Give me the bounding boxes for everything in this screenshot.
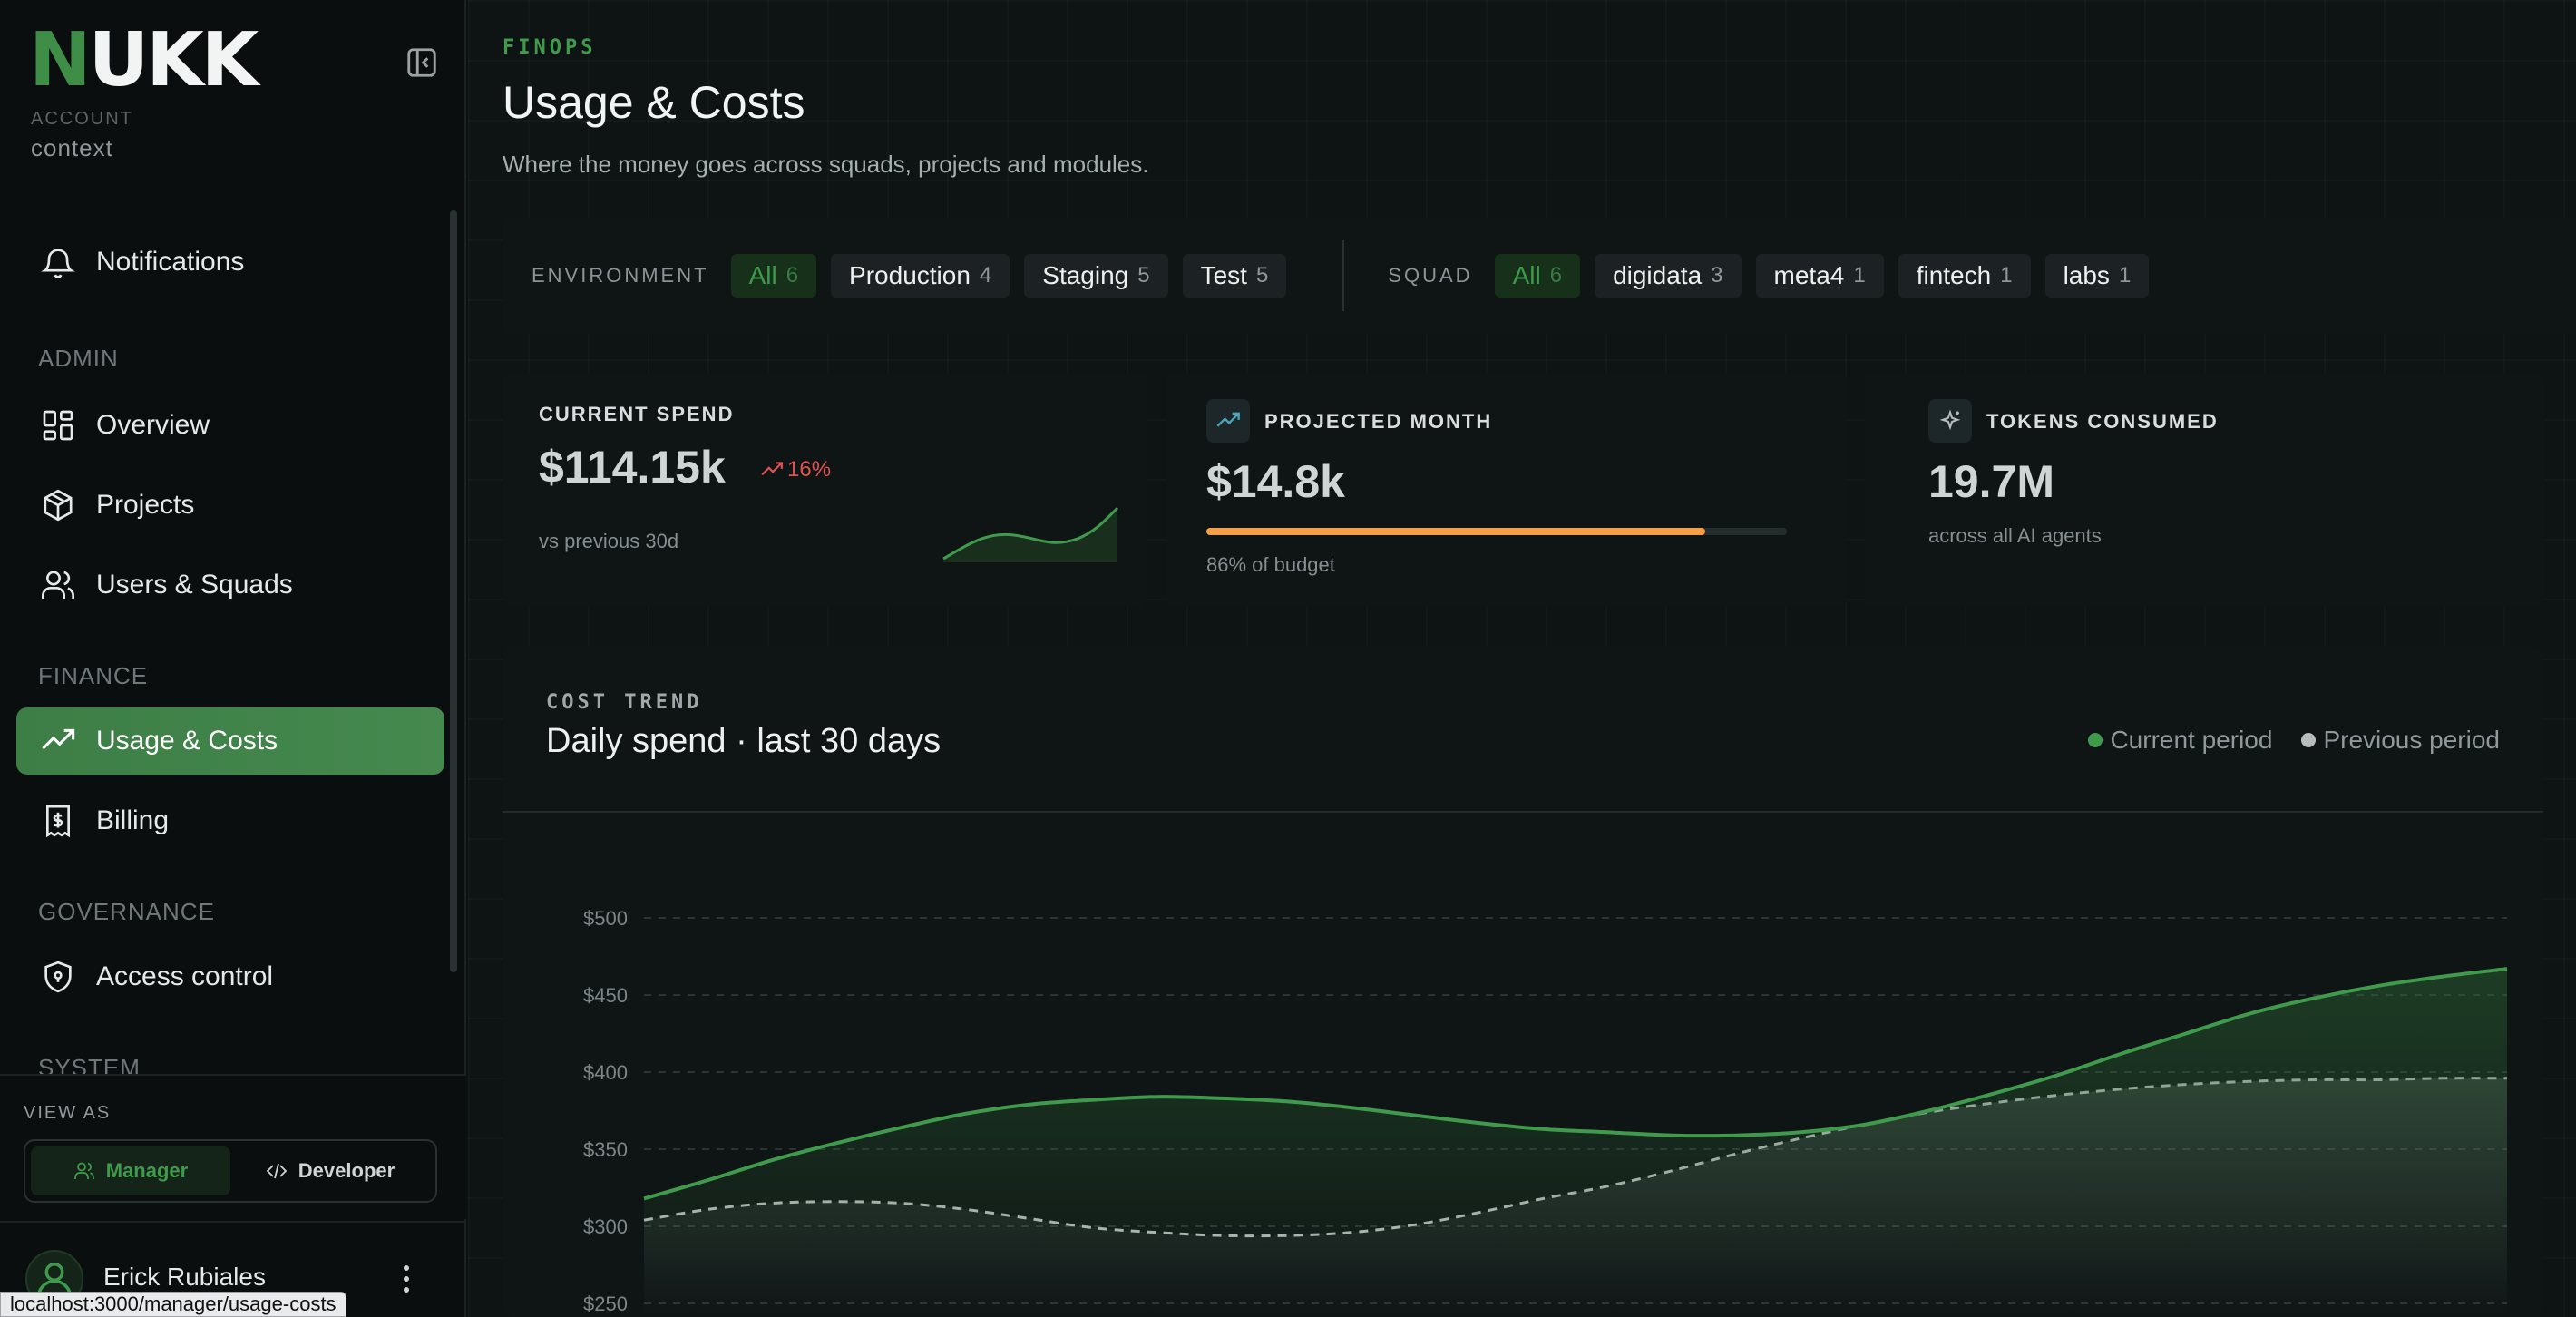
sparkles-icon <box>1928 399 1972 443</box>
kpi-value: $14.8k <box>1206 456 1345 507</box>
main-content: FINOPS Usage & Costs Where the money goe… <box>468 0 2576 1317</box>
account-value[interactable]: context <box>31 134 113 161</box>
view-as-panel: VIEW AS Manager Developer <box>0 1074 466 1219</box>
squad-filter-label: SQUAD <box>1388 264 1473 287</box>
budget-progress <box>1206 528 1787 535</box>
squad-chip-meta4[interactable]: meta4 1 <box>1755 254 1884 298</box>
delta-badge: 16% <box>760 457 831 483</box>
env-chip-all[interactable]: All 6 <box>730 254 817 298</box>
code-icon <box>266 1163 288 1179</box>
sidebar-item-label: Projects <box>96 490 195 520</box>
kpi-value: $114.15k <box>539 442 726 493</box>
sidebar-item-billing[interactable]: Billing <box>16 787 444 854</box>
sidebar-item-label: Users & Squads <box>96 570 293 600</box>
grid-icon <box>43 410 73 441</box>
account-label: ACCOUNT <box>31 109 133 129</box>
legend-dot <box>2088 733 2103 747</box>
y-tick-label: $250 <box>583 1293 628 1315</box>
page-title: Usage & Costs <box>503 77 805 128</box>
trend-divider <box>503 811 2543 813</box>
env-chip-staging[interactable]: Staging 5 <box>1024 254 1168 298</box>
sidebar-item-label: Overview <box>96 410 210 440</box>
legend-item-previous[interactable]: Previous period <box>2301 726 2500 755</box>
squad-chip-all[interactable]: All 6 <box>1494 254 1581 298</box>
kpi-projected-month: PROJECTED MONTH $14.8k 86% of budget <box>1166 372 1847 608</box>
section-label-governance: GOVERNANCE <box>38 898 215 925</box>
sidebar-item-label: Usage & Costs <box>96 726 278 756</box>
environment-filter-label: ENVIRONMENT <box>532 264 709 287</box>
kpi-sub: 86% of budget <box>1206 553 1335 576</box>
trending-up-icon <box>761 462 783 476</box>
kpi-value: 19.7M <box>1928 456 2054 507</box>
shield-icon <box>44 961 72 993</box>
y-tick-label: $450 <box>583 984 628 1007</box>
section-label-admin: ADMIN <box>38 345 119 372</box>
trending-up-icon <box>1206 399 1250 443</box>
legend-item-current[interactable]: Current period <box>2088 726 2272 755</box>
logo[interactable]: NUKK <box>29 17 259 103</box>
filter-divider <box>1342 240 1345 311</box>
cost-trend-chart: $500 $450 $400 $350 $300 $250 <box>583 907 2508 1317</box>
series-current-period-area <box>644 969 2507 1317</box>
sidebar-item-label: Notifications <box>96 247 245 277</box>
sidebar-item-users-squads[interactable]: Users & Squads <box>16 551 444 619</box>
page-eyebrow: FINOPS <box>503 36 597 59</box>
view-as-label: VIEW AS <box>24 1103 112 1123</box>
cost-trend-card: COST TREND Daily spend · last 30 days Cu… <box>503 646 2543 1317</box>
squad-chip-labs[interactable]: labs 1 <box>2044 254 2150 298</box>
kpi-sub: vs previous 30d <box>539 530 679 552</box>
filter-bar: ENVIRONMENT All 6 Production 4 Staging 5 Te… <box>503 218 2576 334</box>
user-icon <box>36 1263 73 1298</box>
view-as-toggle: Manager Developer <box>24 1139 437 1203</box>
receipt-icon <box>46 805 70 838</box>
bell-icon <box>41 249 75 278</box>
kpi-label: PROJECTED MONTH <box>1264 410 1493 433</box>
kpi-label: TOKENS CONSUMED <box>1986 410 2219 433</box>
env-chip-production[interactable]: Production 4 <box>831 254 1010 298</box>
sidebar: NUKK ACCOUNT context Notifications ADMIN… <box>0 0 466 1317</box>
more-vertical-icon[interactable] <box>397 1263 415 1295</box>
kpi-tokens-consumed: TOKENS CONSUMED 19.7M across all AI agen… <box>1865 372 2545 608</box>
spend-sparkline <box>942 506 1119 562</box>
status-url-tooltip: localhost:3000/manager/usage-costs <box>0 1292 346 1317</box>
y-tick-label: $350 <box>583 1138 628 1161</box>
chart-legend: Current period Previous period <box>2059 726 2500 755</box>
users-icon <box>73 1162 94 1179</box>
kpi-sub: across all AI agents <box>1928 524 2102 547</box>
budget-progress-fill <box>1206 528 1706 535</box>
users-icon <box>42 571 75 599</box>
squad-chip-digidata[interactable]: digidata 3 <box>1595 254 1742 298</box>
squad-chip-fintech[interactable]: fintech 1 <box>1898 254 2031 298</box>
series-current-period-line[interactable] <box>643 967 2508 1201</box>
sidebar-item-notifications[interactable]: Notifications <box>16 229 444 296</box>
sidebar-item-label: Billing <box>96 805 170 835</box>
trending-up-icon <box>42 728 75 750</box>
view-as-manager-button[interactable]: Manager <box>31 1146 230 1195</box>
legend-dot <box>2301 733 2317 747</box>
view-as-developer-button[interactable]: Developer <box>230 1146 430 1195</box>
sidebar-scrollbar[interactable] <box>450 210 457 972</box>
sidebar-item-usage-costs[interactable]: Usage & Costs <box>16 707 444 775</box>
env-chip-test[interactable]: Test 5 <box>1182 254 1287 298</box>
sidebar-item-projects[interactable]: Projects <box>16 472 444 539</box>
kpi-current-spend: CURRENT SPEND $114.15k 16% vs previous 3… <box>503 372 1147 608</box>
y-tick-label: $300 <box>583 1215 628 1238</box>
trend-eyebrow: COST TREND <box>546 691 703 714</box>
kpi-label: CURRENT SPEND <box>539 403 735 425</box>
sidebar-item-overview[interactable]: Overview <box>16 392 444 459</box>
y-tick-label: $500 <box>583 907 628 930</box>
y-tick-label: $400 <box>583 1061 628 1084</box>
page-subtitle: Where the money goes across squads, proj… <box>503 151 1149 178</box>
sidebar-item-label: Access control <box>96 961 274 991</box>
collapse-sidebar-icon[interactable] <box>405 45 439 80</box>
sidebar-item-access-control[interactable]: Access control <box>16 943 444 1010</box>
box-icon <box>44 489 73 522</box>
section-label-finance: FINANCE <box>38 662 149 689</box>
user-name: Erick Rubiales <box>103 1263 266 1291</box>
trend-title: Daily spend · last 30 days <box>546 722 942 760</box>
